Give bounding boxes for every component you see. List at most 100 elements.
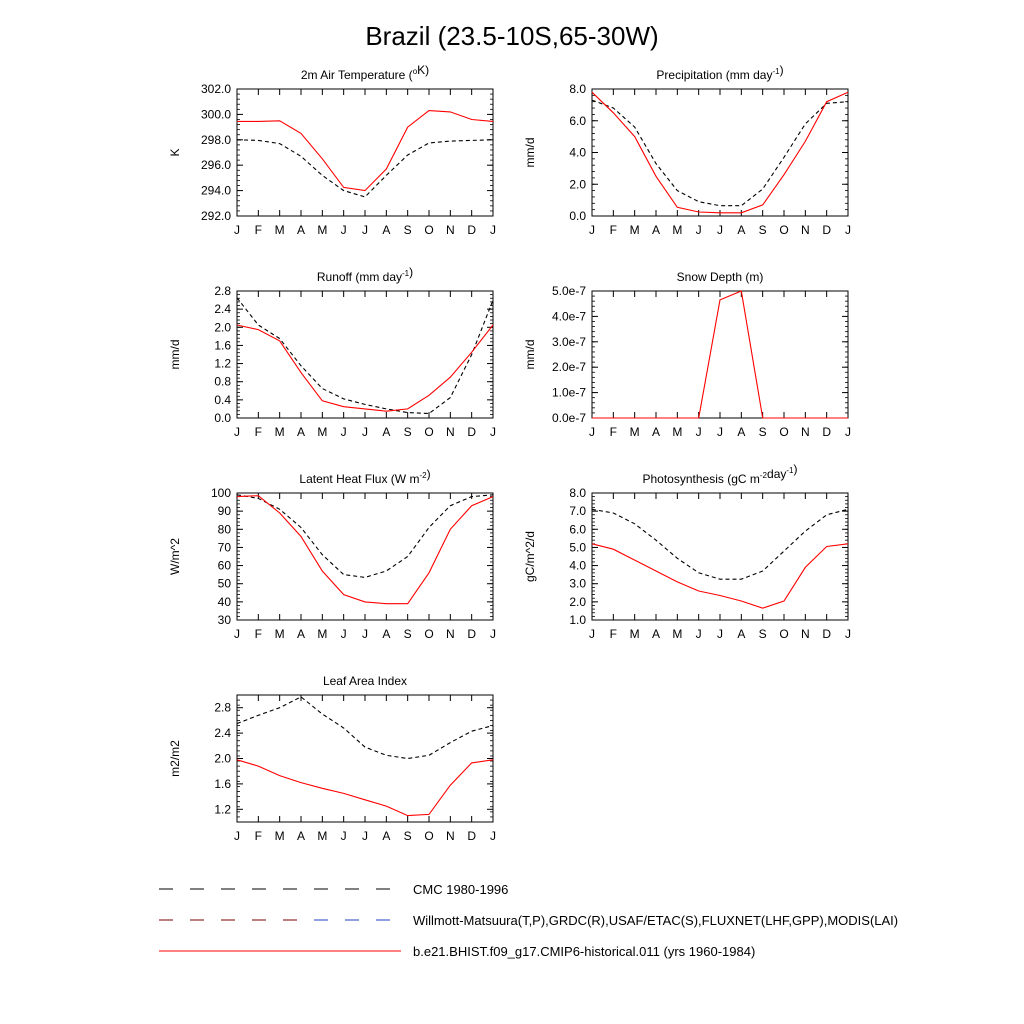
x-tick-label: S	[404, 425, 412, 439]
x-tick-label: M	[630, 223, 640, 237]
y-tick-label: 302.0	[201, 82, 231, 96]
x-tick-label: F	[255, 829, 262, 843]
y-tick-label: 6.0	[569, 522, 586, 536]
y-axis-label: K	[168, 148, 182, 156]
model-series-line	[237, 110, 494, 192]
figure-title: Brazil (23.5-10S,65-30W)	[365, 21, 658, 51]
x-tick-label: S	[759, 627, 767, 641]
plot-frame	[236, 290, 494, 419]
x-tick-label: J	[589, 223, 595, 237]
y-tick-label: 90	[218, 504, 232, 518]
x-tick-label: N	[801, 223, 810, 237]
x-tick-label: D	[467, 627, 476, 641]
x-tick-label: A	[652, 223, 660, 237]
y-tick-label: 8.0	[569, 82, 586, 96]
x-tick-label: S	[404, 829, 412, 843]
obs-series-line	[236, 297, 494, 415]
y-tick-label: 70	[218, 540, 232, 554]
x-tick-label: J	[362, 223, 368, 237]
y-tick-label: 1.2	[214, 802, 231, 816]
legend-entry: CMC 1980-1996	[159, 882, 508, 897]
x-tick-label: D	[467, 829, 476, 843]
y-tick-label: 4.0	[569, 146, 586, 160]
y-tick-label: 8.0	[569, 486, 586, 500]
plot-frame	[236, 492, 494, 621]
x-tick-label: J	[845, 627, 851, 641]
x-tick-label: A	[652, 627, 660, 641]
obs-series-line	[236, 494, 494, 578]
y-tick-label: 4.0e-7	[552, 309, 586, 323]
x-tick-label: M	[317, 829, 327, 843]
x-tick-label: J	[234, 627, 240, 641]
legend-entry: b.e21.BHIST.f09_g17.CMIP6-historical.011…	[159, 944, 755, 959]
x-tick-label: D	[822, 627, 831, 641]
x-tick-label: O	[779, 425, 788, 439]
x-tick-label: F	[610, 627, 617, 641]
x-tick-label: N	[446, 425, 455, 439]
model-series-line	[236, 759, 494, 817]
y-tick-label: 3.0e-7	[552, 335, 586, 349]
x-tick-label: S	[759, 425, 767, 439]
x-tick-label: S	[759, 223, 767, 237]
y-tick-label: 2.0	[214, 320, 231, 334]
plot-frame	[236, 88, 494, 217]
x-tick-label: D	[822, 223, 831, 237]
y-tick-label: 0.0	[214, 411, 231, 425]
plot-frame	[591, 88, 849, 217]
y-axis-label: mm/d	[523, 340, 537, 370]
y-tick-label: 292.0	[201, 209, 231, 223]
y-tick-label: 300.0	[201, 107, 231, 121]
legend-entry: Willmott-Matsuura(T,P),GRDC(R),USAF/ETAC…	[159, 913, 898, 928]
x-tick-label: O	[424, 223, 433, 237]
y-tick-label: 1.0	[569, 613, 586, 627]
x-tick-label: A	[297, 425, 305, 439]
x-tick-label: J	[490, 829, 496, 843]
panel-3: Runoff (mm day-1) 0.0 0.4 0.8 1.2 1.6 2.0 2.4 2.…	[168, 265, 496, 439]
obs-series-line	[236, 139, 494, 198]
x-tick-label: M	[317, 627, 327, 641]
x-tick-label: J	[696, 425, 702, 439]
x-tick-label: J	[362, 627, 368, 641]
x-tick-label: O	[779, 627, 788, 641]
y-tick-label: 2.4	[214, 302, 231, 316]
x-tick-label: N	[801, 425, 810, 439]
panel-1: 2m Air Temperature (oK) 292.0 294.0 296.0 29…	[168, 63, 496, 237]
x-tick-label: A	[297, 829, 305, 843]
y-tick-label: 7.0	[569, 504, 586, 518]
x-tick-label: N	[801, 627, 810, 641]
x-tick-label: J	[341, 627, 347, 641]
y-tick-label: 0.0e-7	[552, 411, 586, 425]
x-tick-label: O	[424, 425, 433, 439]
x-tick-label: J	[717, 223, 723, 237]
x-tick-label: A	[297, 627, 305, 641]
x-tick-label: S	[404, 223, 412, 237]
panel-title: Precipitation (mm day-1)	[656, 63, 783, 82]
x-tick-label: D	[822, 425, 831, 439]
x-tick-label: M	[275, 627, 285, 641]
x-tick-label: J	[490, 223, 496, 237]
y-tick-label: 298.0	[201, 133, 231, 147]
x-tick-label: M	[317, 425, 327, 439]
legend-label: b.e21.BHIST.f09_g17.CMIP6-historical.011…	[413, 944, 755, 959]
obs-series-line	[591, 508, 849, 580]
x-tick-label: F	[255, 223, 262, 237]
x-tick-label: A	[737, 425, 745, 439]
y-tick-label: 1.6	[214, 338, 231, 352]
x-tick-label: A	[297, 223, 305, 237]
x-tick-label: J	[845, 223, 851, 237]
y-tick-label: 50	[218, 577, 232, 591]
panel-title: Snow Depth (m)	[677, 270, 764, 284]
legend-label: CMC 1980-1996	[413, 882, 508, 897]
panel-5: Latent Heat Flux (W m-2) 30 40 50 60 70 80 90 10…	[168, 467, 496, 641]
x-tick-label: F	[610, 223, 617, 237]
x-tick-label: J	[717, 627, 723, 641]
x-tick-label: M	[275, 829, 285, 843]
panel-title: 2m Air Temperature (oK)	[301, 63, 429, 82]
plot-frame	[591, 492, 849, 621]
y-tick-label: 1.2	[214, 357, 231, 371]
x-tick-label: J	[341, 425, 347, 439]
y-tick-label: 1.6	[214, 777, 231, 791]
x-tick-label: M	[672, 425, 682, 439]
x-tick-label: F	[255, 425, 262, 439]
model-series-line	[236, 495, 494, 605]
